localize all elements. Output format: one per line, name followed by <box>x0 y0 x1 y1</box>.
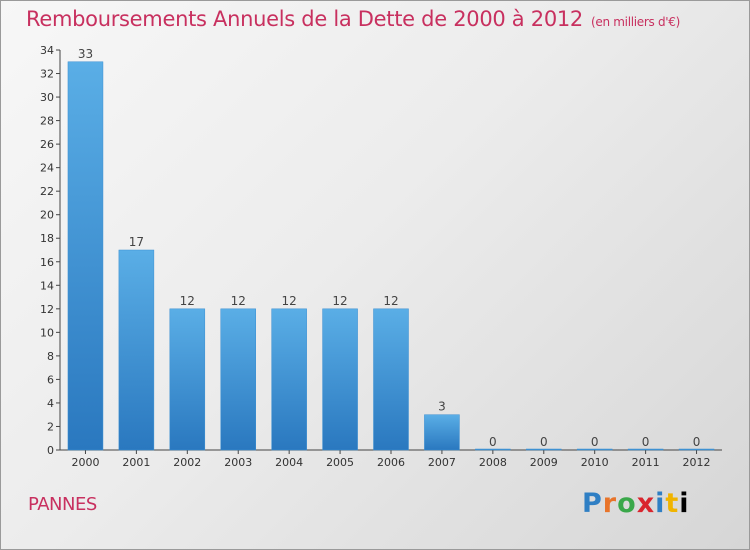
y-tick-label: 20 <box>40 209 54 222</box>
bar <box>271 308 307 451</box>
proxiti-logo[interactable]: Proxiti <box>582 488 690 519</box>
bar <box>322 308 358 451</box>
x-tick-label: 2010 <box>581 456 609 469</box>
y-tick-label: 2 <box>47 420 54 433</box>
data-label: 12 <box>332 294 347 308</box>
x-tick-label: 2005 <box>326 456 354 469</box>
x-tick-label: 2001 <box>122 456 150 469</box>
logo-letter: x <box>636 488 656 519</box>
y-tick-label: 14 <box>40 279 54 292</box>
data-label: 12 <box>180 294 195 308</box>
data-label: 0 <box>489 435 497 449</box>
y-tick-label: 18 <box>40 232 54 245</box>
x-tick-label: 2011 <box>632 456 660 469</box>
logo-letter: t <box>665 488 680 519</box>
x-tick-label: 2006 <box>377 456 405 469</box>
y-tick-label: 4 <box>47 397 54 410</box>
y-tick-label: 28 <box>40 115 54 128</box>
y-tick-label: 16 <box>40 256 54 269</box>
y-tick-label: 22 <box>40 185 54 198</box>
data-label: 0 <box>540 435 548 449</box>
y-tick-label: 32 <box>40 68 54 81</box>
bar <box>169 308 206 451</box>
data-label: 33 <box>78 47 93 61</box>
data-label: 0 <box>642 435 650 449</box>
data-label: 12 <box>282 294 297 308</box>
logo-letter: i <box>679 488 690 519</box>
bar <box>220 308 256 451</box>
logo-letter: r <box>602 488 618 519</box>
y-tick-label: 30 <box>40 91 54 104</box>
bar <box>67 61 104 451</box>
data-label: 0 <box>693 435 701 449</box>
y-tick-label: 12 <box>40 303 54 316</box>
bar <box>424 414 460 451</box>
data-label: 0 <box>591 435 599 449</box>
bar <box>576 448 613 451</box>
chart-title: Remboursements Annuels de la Dette de 20… <box>26 7 680 31</box>
data-label: 12 <box>383 294 398 308</box>
x-tick-label: 2000 <box>71 456 99 469</box>
y-tick-label: 24 <box>40 162 54 175</box>
data-label: 17 <box>129 235 144 249</box>
y-tick-label: 10 <box>40 326 54 339</box>
y-tick-label: 26 <box>40 138 54 151</box>
logo-letter: o <box>617 488 637 519</box>
y-tick-label: 6 <box>47 373 54 386</box>
chart-data-labels: 33 17 12 12 12 12 12 3 0 0 0 0 0 <box>78 47 701 449</box>
bar <box>373 308 409 451</box>
x-tick-label: 2002 <box>173 456 201 469</box>
chart-unit: (en milliers d'€) <box>591 15 681 29</box>
data-label: 12 <box>231 294 246 308</box>
bar <box>526 448 562 451</box>
x-tick-label: 2012 <box>683 456 711 469</box>
bar <box>678 448 715 451</box>
bar <box>475 448 511 451</box>
y-tick-label: 0 <box>47 444 54 457</box>
logo-letter: i <box>655 488 666 519</box>
x-tick-label: 2003 <box>224 456 252 469</box>
x-tick-label: 2009 <box>530 456 558 469</box>
y-tick-label: 34 <box>40 44 54 57</box>
chart-title-text: Remboursements Annuels de la Dette de 20… <box>26 7 583 31</box>
chart-bars <box>67 61 715 451</box>
commune-name: PANNES <box>28 494 97 515</box>
bar <box>627 448 664 451</box>
x-tick-label: 2004 <box>275 456 303 469</box>
x-tick-label: 2008 <box>479 456 507 469</box>
bar <box>118 249 155 451</box>
y-tick-label: 8 <box>47 350 54 363</box>
logo-letter: P <box>582 488 603 519</box>
data-label: 3 <box>438 400 446 414</box>
x-tick-label: 2007 <box>428 456 456 469</box>
